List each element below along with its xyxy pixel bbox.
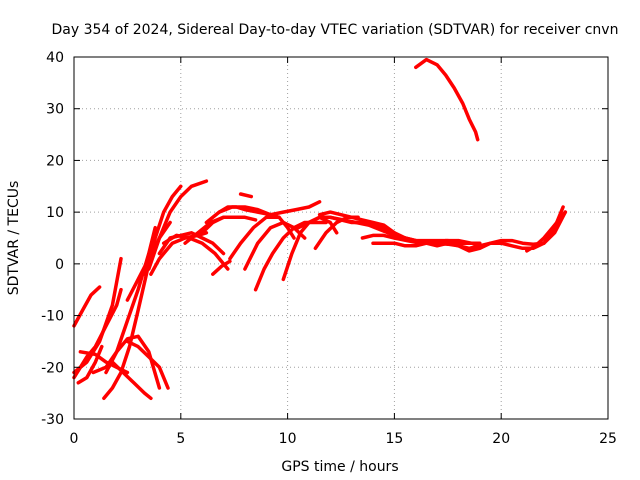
series-line-arc9 — [110, 360, 153, 401]
y-tick-label: -10 — [41, 309, 64, 325]
y-tick-label: 10 — [46, 205, 64, 221]
series-line-arc13 — [147, 179, 209, 271]
series-line-arc16 — [161, 233, 230, 271]
x-tick-label: 20 — [492, 431, 510, 447]
y-tick-label: 0 — [55, 257, 64, 273]
x-axis-label: GPS time / hours — [281, 459, 398, 475]
x-tick-label: 15 — [385, 431, 403, 447]
y-tick-label: -20 — [41, 360, 64, 376]
y-axis-label: SDTVAR / TECUs — [6, 181, 22, 296]
series-line-arc23 — [228, 215, 296, 261]
series-line-arc34 — [414, 57, 480, 142]
series-line-arc6 — [91, 225, 157, 375]
series-line-arc35 — [525, 210, 568, 253]
series-line-arc21 — [217, 200, 322, 217]
plot-frame — [73, 56, 609, 420]
y-tick-label: 40 — [46, 50, 64, 66]
series-line-arc7 — [102, 262, 151, 401]
series-layer — [72, 57, 568, 401]
series-line-arc22 — [238, 192, 254, 199]
y-tick-label: 30 — [46, 102, 64, 118]
x-tick-label: 10 — [279, 431, 297, 447]
series-line-arc3 — [72, 256, 123, 375]
series-line-arc4 — [76, 344, 104, 385]
x-tick-label: 5 — [176, 431, 185, 447]
series-line-arc1 — [72, 285, 102, 328]
series-line-arc18 — [200, 215, 258, 235]
series-line-arc32 — [360, 233, 482, 245]
series-line-arc20 — [211, 259, 232, 276]
y-tick-label: -30 — [41, 412, 64, 428]
series-line-arc12 — [142, 184, 183, 276]
grid — [74, 57, 608, 419]
series-line-arc25 — [243, 220, 307, 271]
series-line-arc11 — [125, 339, 170, 390]
x-tick-label: 25 — [599, 431, 617, 447]
series-line-arc33 — [392, 236, 486, 248]
series-line-arc29 — [317, 210, 407, 240]
y-tick-label: 20 — [46, 153, 64, 169]
x-tick-label: 0 — [70, 431, 79, 447]
chart-title: Day 354 of 2024, Sidereal Day-to-day VTE… — [52, 22, 619, 38]
ticks: 0 5 10 15 20 25 -30 -20 -10 0 10 20 30 40 — [41, 50, 617, 447]
series-line-arc24 — [253, 220, 328, 292]
